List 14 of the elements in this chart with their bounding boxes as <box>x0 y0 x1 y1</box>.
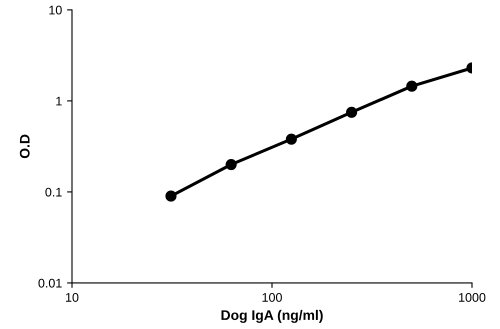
point <box>286 134 297 145</box>
y-tick-label: 0.01 <box>38 278 62 288</box>
point <box>226 158 237 170</box>
x-tick-label: 10 <box>66 292 78 302</box>
y-tick-label: 0.1 <box>45 188 62 197</box>
x-axis-title: Dog IgA (ng/ml) <box>222 310 323 323</box>
y-tick-label: 1 <box>56 96 62 106</box>
point <box>406 80 418 92</box>
point <box>346 106 358 118</box>
point <box>165 190 177 202</box>
x-tick-label: 100 <box>262 292 282 302</box>
x-tick-label: 1000 <box>459 292 486 302</box>
y-tick-label: 10 <box>49 6 62 15</box>
y-axis-title: O.D <box>20 134 30 158</box>
